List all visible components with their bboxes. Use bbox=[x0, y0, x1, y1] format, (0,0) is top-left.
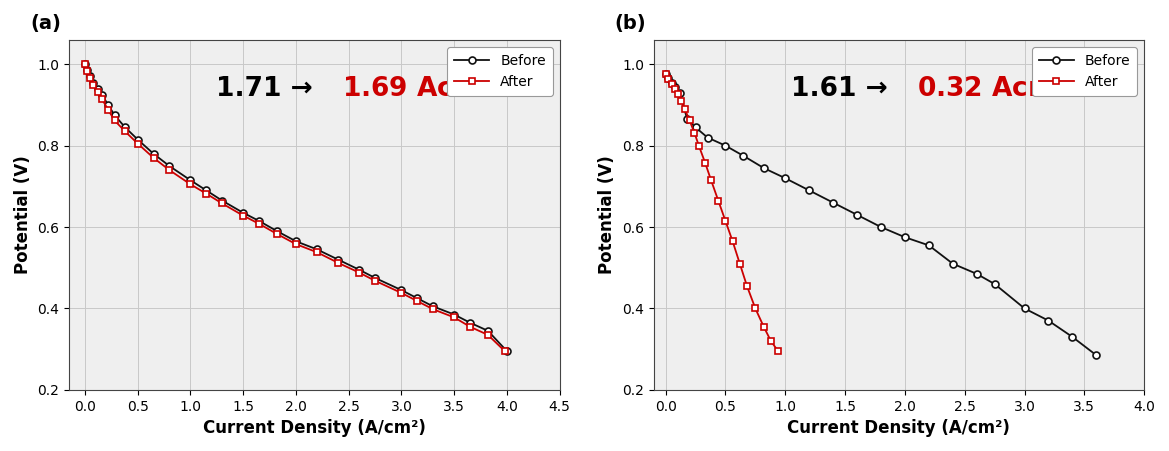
Text: 1.61 →: 1.61 → bbox=[791, 76, 897, 102]
Y-axis label: Potential (V): Potential (V) bbox=[599, 156, 616, 274]
Text: (a): (a) bbox=[30, 14, 61, 33]
Y-axis label: Potential (V): Potential (V) bbox=[14, 156, 32, 274]
Text: 1.69 Acm$^{-2}$: 1.69 Acm$^{-2}$ bbox=[343, 74, 509, 103]
Text: 1.71 →: 1.71 → bbox=[216, 76, 323, 102]
Text: 0.32 Acm$^{-2}$: 0.32 Acm$^{-2}$ bbox=[918, 74, 1082, 103]
Legend: Before, After: Before, After bbox=[1032, 47, 1137, 96]
Legend: Before, After: Before, After bbox=[448, 47, 553, 96]
X-axis label: Current Density (A/cm²): Current Density (A/cm²) bbox=[203, 419, 426, 437]
X-axis label: Current Density (A/cm²): Current Density (A/cm²) bbox=[788, 419, 1010, 437]
Text: (b): (b) bbox=[615, 14, 646, 33]
